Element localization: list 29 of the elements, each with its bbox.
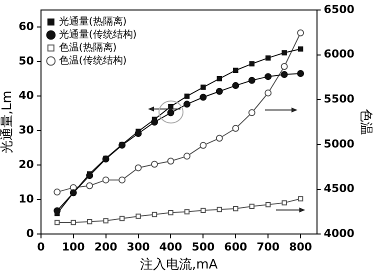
y-tick-label: 10 bbox=[18, 192, 34, 206]
y2-tick-label: 5000 bbox=[324, 137, 355, 150]
x-tick-label: 700 bbox=[256, 240, 280, 254]
legend-label: 色温(传统结构) bbox=[58, 54, 127, 67]
y-tick-label: 20 bbox=[18, 158, 34, 172]
y2-tick-label: 4500 bbox=[324, 182, 355, 196]
y-axis-title: 光通量,Lm bbox=[0, 90, 16, 154]
y-tick-label: 30 bbox=[18, 124, 34, 137]
y-tick-label: 60 bbox=[18, 20, 34, 34]
x-axis-title: 注入电流,mA bbox=[140, 256, 218, 273]
y2-tick-label: 4000 bbox=[324, 227, 355, 240]
y2-tick-label: 6500 bbox=[324, 2, 355, 16]
x-tick-label: 400 bbox=[159, 240, 183, 254]
y-tick-label: 0 bbox=[26, 227, 34, 240]
x-tick-label: 200 bbox=[94, 240, 118, 254]
legend-label: 光通量(热隔离) bbox=[58, 16, 127, 28]
y-tick-label: 50 bbox=[18, 54, 34, 68]
x-tick-label: 800 bbox=[289, 240, 312, 254]
x-tick-label: 0 bbox=[37, 240, 46, 254]
x-tick-label: 300 bbox=[126, 240, 150, 254]
y2-axis-title: 色温 bbox=[358, 109, 373, 136]
x-tick-label: 600 bbox=[224, 240, 248, 254]
legend-label: 色温(热隔离) bbox=[58, 42, 117, 54]
y2-tick-label: 5500 bbox=[324, 92, 355, 106]
y2-tick-label: 6000 bbox=[324, 48, 355, 61]
x-tick-label: 500 bbox=[192, 240, 216, 254]
y-tick-label: 40 bbox=[18, 89, 34, 102]
x-tick-label: 100 bbox=[62, 240, 86, 254]
legend-label: 光通量(传统结构) bbox=[58, 28, 137, 41]
